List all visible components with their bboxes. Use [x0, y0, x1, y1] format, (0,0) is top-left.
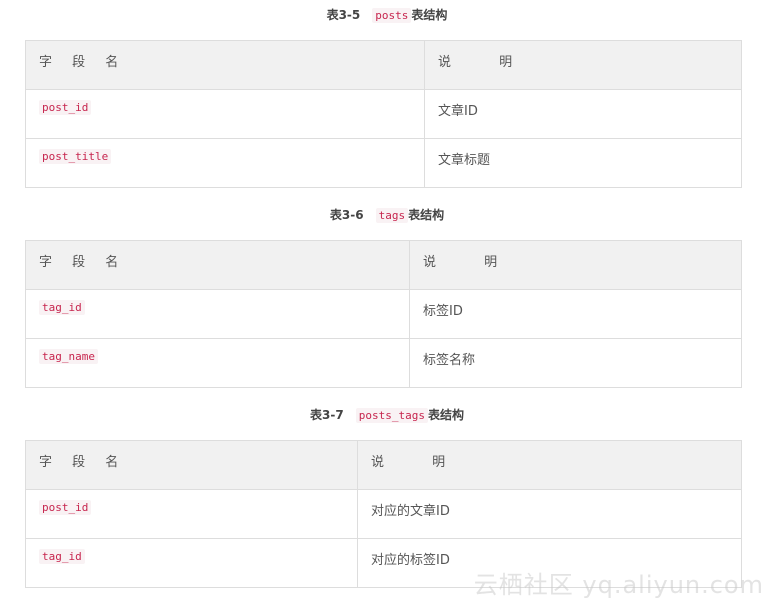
table-row: tag_id 对应的标签ID	[25, 538, 742, 588]
table-row: tag_name 标签名称	[25, 338, 742, 388]
header-description: 说 明	[409, 240, 742, 290]
caption-suffix: 表结构	[411, 8, 448, 22]
field-name-cell: post_id	[25, 89, 425, 139]
field-name: tag_id	[39, 300, 85, 315]
schema-table: 字 段 名说 明 post_id 文章ID post_title 文章标题	[25, 40, 742, 188]
description-cell: 标签ID	[409, 289, 742, 339]
caption-number: 表3-6	[329, 208, 364, 222]
field-name: post_id	[39, 100, 92, 115]
caption-code: posts_tags	[355, 408, 428, 423]
table-header-row: 字 段 名说 明	[25, 440, 742, 490]
field-name: post_id	[39, 500, 92, 515]
schema-table: 字 段 名说 明 tag_id 标签ID tag_name 标签名称	[25, 240, 742, 388]
description-cell: 文章标题	[424, 138, 742, 188]
field-name-cell: tag_name	[25, 338, 410, 388]
header-field-name: 字 段 名	[25, 440, 358, 490]
field-name: tag_id	[39, 549, 85, 564]
table-caption: 表3-7 posts_tags 表结构	[0, 405, 774, 425]
table-row: post_title 文章标题	[25, 138, 742, 188]
table-header-row: 字 段 名说 明	[25, 240, 742, 290]
field-name: tag_name	[39, 349, 98, 364]
table-row: post_id 对应的文章ID	[25, 489, 742, 539]
description-cell: 文章ID	[424, 89, 742, 139]
header-description: 说 明	[357, 440, 742, 490]
description-cell: 对应的标签ID	[357, 538, 742, 588]
table-header-row: 字 段 名说 明	[25, 40, 742, 90]
description-cell: 标签名称	[409, 338, 742, 388]
field-name-cell: tag_id	[25, 289, 410, 339]
table-caption: 表3-5 posts 表结构	[0, 5, 774, 25]
field-name-cell: post_id	[25, 489, 358, 539]
field-name: post_title	[39, 149, 112, 164]
caption-suffix: 表结构	[408, 208, 445, 222]
table-caption: 表3-6 tags 表结构	[0, 205, 774, 225]
schema-table: 字 段 名说 明 post_id 对应的文章ID tag_id 对应的标签ID	[25, 440, 742, 588]
header-description: 说 明	[424, 40, 742, 90]
table-row: tag_id 标签ID	[25, 289, 742, 339]
header-field-name: 字 段 名	[25, 240, 410, 290]
header-field-name: 字 段 名	[25, 40, 425, 90]
watermark: 云栖社区 yq.aliyun.com	[473, 571, 764, 599]
caption-code: tags	[375, 208, 409, 223]
field-name-cell: post_title	[25, 138, 425, 188]
caption-suffix: 表结构	[427, 408, 464, 422]
field-name-cell: tag_id	[25, 538, 358, 588]
description-cell: 对应的文章ID	[357, 489, 742, 539]
caption-number: 表3-7	[310, 408, 344, 422]
table-row: post_id 文章ID	[25, 89, 742, 139]
caption-number: 表3-5	[326, 8, 361, 22]
caption-code: posts	[372, 8, 412, 23]
